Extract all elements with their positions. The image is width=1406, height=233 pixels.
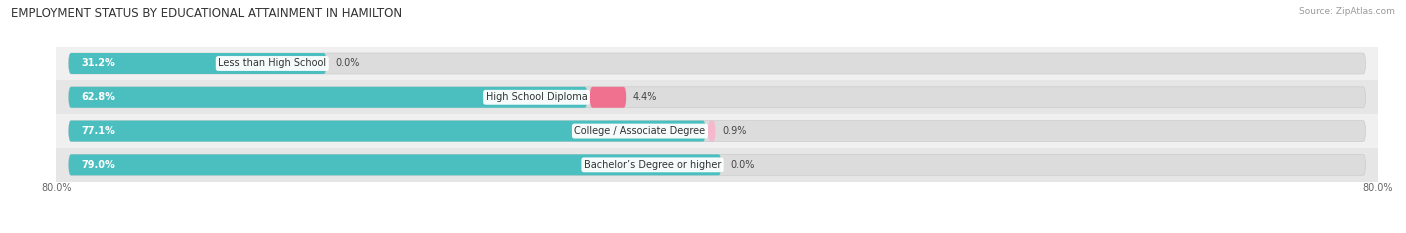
FancyBboxPatch shape — [69, 87, 1365, 108]
Text: Bachelor’s Degree or higher: Bachelor’s Degree or higher — [583, 160, 721, 170]
Text: 31.2%: 31.2% — [82, 58, 115, 69]
Text: Source: ZipAtlas.com: Source: ZipAtlas.com — [1299, 7, 1395, 16]
Text: 0.9%: 0.9% — [723, 126, 747, 136]
Bar — [56, 114, 1378, 148]
FancyBboxPatch shape — [69, 121, 706, 141]
FancyBboxPatch shape — [69, 121, 1365, 141]
FancyBboxPatch shape — [69, 154, 1365, 175]
Bar — [56, 148, 1378, 182]
Text: 77.1%: 77.1% — [82, 126, 115, 136]
Text: 0.0%: 0.0% — [730, 160, 755, 170]
Bar — [56, 47, 1378, 80]
Text: 0.0%: 0.0% — [336, 58, 360, 69]
Bar — [56, 80, 1378, 114]
Text: Less than High School: Less than High School — [218, 58, 326, 69]
Text: 62.8%: 62.8% — [82, 92, 115, 102]
Text: 4.4%: 4.4% — [633, 92, 657, 102]
FancyBboxPatch shape — [69, 53, 1365, 74]
FancyBboxPatch shape — [69, 154, 721, 175]
FancyBboxPatch shape — [709, 121, 716, 141]
FancyBboxPatch shape — [69, 53, 326, 74]
Text: High School Diploma: High School Diploma — [485, 92, 588, 102]
Text: 79.0%: 79.0% — [82, 160, 115, 170]
FancyBboxPatch shape — [591, 87, 626, 108]
FancyBboxPatch shape — [69, 87, 588, 108]
Text: College / Associate Degree: College / Associate Degree — [575, 126, 706, 136]
Text: EMPLOYMENT STATUS BY EDUCATIONAL ATTAINMENT IN HAMILTON: EMPLOYMENT STATUS BY EDUCATIONAL ATTAINM… — [11, 7, 402, 20]
